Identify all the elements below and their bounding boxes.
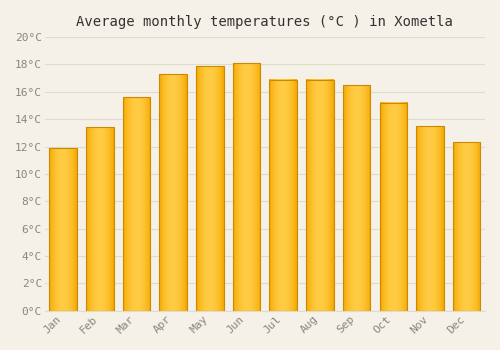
Bar (380, 103, 407, 311)
Bar (122, 97, 150, 311)
Bar (233, 63, 260, 311)
Bar (306, 79, 334, 311)
Bar (453, 142, 480, 311)
Bar (160, 74, 187, 311)
Bar (270, 79, 297, 311)
Title: Average monthly temperatures (°C ) in Xometla: Average monthly temperatures (°C ) in Xo… (76, 15, 454, 29)
Bar (196, 66, 224, 311)
Bar (86, 127, 114, 311)
Bar (50, 148, 77, 311)
Bar (343, 85, 370, 311)
Bar (416, 126, 444, 311)
